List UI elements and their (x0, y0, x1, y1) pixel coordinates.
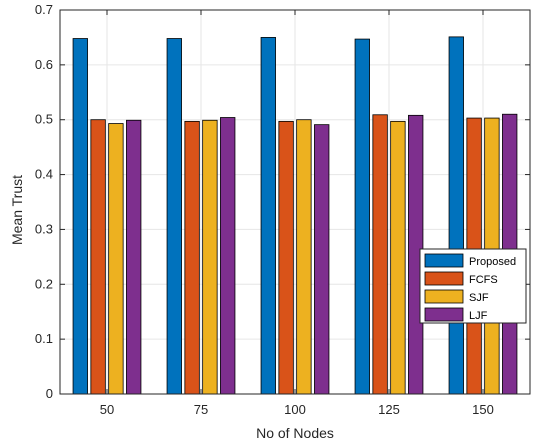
legend-label-ljf: LJF (469, 310, 488, 322)
bar-fcfs-50 (90, 119, 106, 395)
axis-ticks: 0 0.1 0.2 0.3 0.4 0.5 0.6 0.7 50 75 100 125 150 (35, 2, 530, 417)
bar-ljf-100 (314, 124, 330, 395)
y-tick-label: 0 (46, 386, 53, 401)
bar-proposed-50 (72, 38, 88, 395)
x-tick-label: 75 (194, 402, 208, 417)
x-tick-label: 100 (284, 402, 306, 417)
bar-ljf-50 (126, 119, 142, 395)
legend-label-fcfs: FCFS (469, 274, 498, 286)
legend-swatch-sjf (424, 289, 464, 304)
y-tick-label: 0.7 (35, 2, 53, 17)
x-tick-label: 150 (472, 402, 494, 417)
bar-ljf-75 (220, 117, 236, 395)
bar-fcfs-125 (372, 114, 388, 395)
legend-label-proposed: Proposed (469, 256, 516, 268)
legend-swatch-ljf (424, 307, 464, 322)
bar-sjf-75 (202, 119, 218, 395)
y-axis-label: Mean Trust (9, 175, 25, 245)
bar-proposed-100 (260, 37, 276, 395)
bar-fcfs-100 (278, 120, 294, 395)
bar-sjf-125 (390, 120, 406, 395)
y-tick-label: 0.4 (35, 167, 53, 182)
legend-swatch-proposed (424, 253, 464, 268)
bar-fcfs-75 (184, 120, 200, 395)
y-tick-label: 0.6 (35, 57, 53, 72)
bar-proposed-125 (354, 38, 370, 395)
legend: Proposed FCFS SJF LJF (419, 248, 527, 324)
x-tick-label: 50 (100, 402, 114, 417)
bar-sjf-50 (108, 123, 124, 395)
x-tick-label: 125 (378, 402, 400, 417)
y-tick-label: 0.1 (35, 331, 53, 346)
y-tick-label: 0.5 (35, 112, 53, 127)
legend-label-sjf: SJF (469, 292, 489, 304)
legend-swatch-fcfs (424, 271, 464, 286)
y-tick-label: 0.3 (35, 221, 53, 236)
y-tick-label: 0.2 (35, 276, 53, 291)
bar-proposed-150 (448, 36, 464, 395)
bar-sjf-100 (296, 119, 312, 395)
bar-proposed-75 (166, 38, 182, 395)
x-axis-label: No of Nodes (256, 425, 334, 441)
